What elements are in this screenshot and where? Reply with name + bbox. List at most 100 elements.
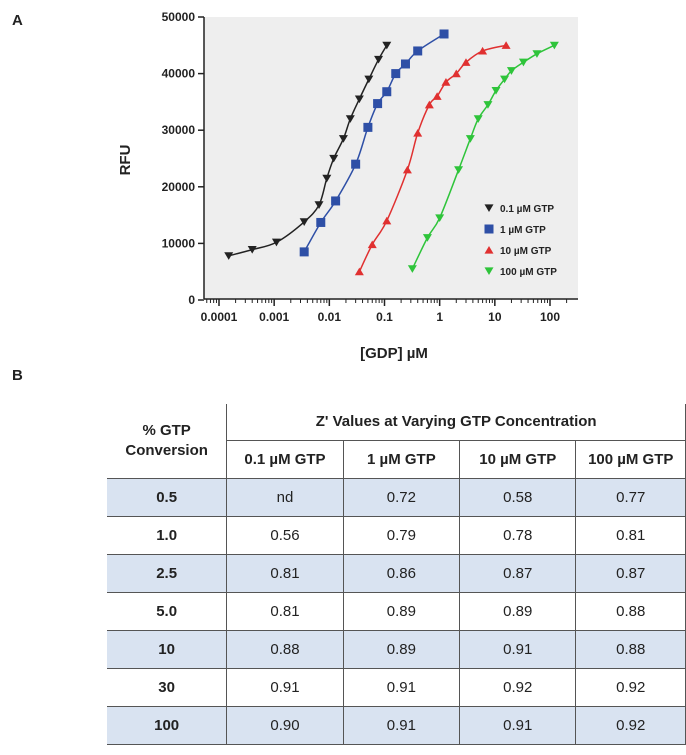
- data-point: [364, 75, 374, 84]
- table-cell: 0.88: [575, 591, 686, 631]
- data-point: [422, 234, 432, 242]
- data-point: [500, 75, 510, 84]
- row-label: 2.5: [107, 553, 228, 593]
- legend: 0.1 µM GTP 1 µM GTP 10 µM GTP 100 µM GTP: [484, 204, 557, 278]
- x-tick-label: 0.0001: [201, 310, 238, 324]
- table-cell: 0.91: [226, 667, 344, 707]
- data-point: [299, 218, 309, 226]
- x-tick-label: 0.1: [376, 310, 393, 324]
- x-tick-label: 0.01: [318, 310, 342, 324]
- data-point: [391, 69, 401, 79]
- table-cell: 0.87: [459, 553, 577, 593]
- table-cell: nd: [226, 477, 344, 517]
- table-cell: 0.89: [342, 591, 461, 631]
- table-cell: 0.58: [459, 477, 577, 517]
- x-tick-label: 1: [436, 310, 443, 324]
- data-point: [400, 59, 410, 69]
- table-cell: 0.88: [226, 629, 344, 669]
- data-point: [316, 217, 326, 227]
- z-values-table: % GTP Conversion Z' Values at Varying GT…: [107, 404, 686, 745]
- data-point: [451, 69, 461, 78]
- data-point: [345, 115, 355, 123]
- data-point: [382, 87, 392, 97]
- panel-label-b: B: [12, 367, 23, 384]
- y-axis-title: RFU: [117, 145, 134, 176]
- x-tick-label: 10: [488, 310, 502, 324]
- data-point: [532, 50, 542, 58]
- data-point: [271, 238, 281, 247]
- data-point: [367, 240, 377, 249]
- table-cell: 0.86: [342, 553, 461, 593]
- table-cell: 0.81: [226, 553, 344, 593]
- column-header: 10 µM GTP: [459, 439, 577, 479]
- table-cell: 0.89: [342, 629, 461, 669]
- legend-marker: [484, 204, 494, 213]
- data-point: [247, 246, 257, 254]
- table-row: 100 0.90 0.91 0.91 0.92: [107, 705, 686, 745]
- table-row: 2.5 0.81 0.86 0.87 0.87: [107, 553, 686, 593]
- table-row: 0.5 nd 0.72 0.58 0.77: [107, 477, 686, 517]
- data-point: [299, 247, 309, 257]
- x-axis-title: [GDP] µM: [360, 345, 428, 362]
- legend-marker: [484, 267, 494, 276]
- data-point: [454, 166, 464, 174]
- y-tick-label: 50000: [162, 10, 196, 24]
- data-point: [363, 122, 373, 132]
- data-point: [432, 92, 442, 100]
- legend-label: 1 µM GTP: [500, 225, 546, 236]
- data-point: [506, 67, 516, 75]
- table-row: 30 0.91 0.91 0.92 0.92: [107, 667, 686, 707]
- data-point: [473, 115, 483, 123]
- legend-marker: [484, 245, 494, 254]
- data-point: [373, 99, 383, 109]
- data-point: [382, 216, 392, 225]
- table-cell: 0.90: [226, 705, 344, 745]
- table-row: 1.0 0.56 0.79 0.78 0.81: [107, 515, 686, 555]
- legend-label: 100 µM GTP: [500, 267, 557, 278]
- y-tick-label: 40000: [162, 67, 196, 81]
- data-point: [441, 78, 451, 86]
- row-label: 5.0: [107, 591, 228, 631]
- data-point: [413, 128, 423, 137]
- data-point: [331, 196, 341, 206]
- x-tick-label: 100: [540, 310, 560, 324]
- row-label: 100: [107, 705, 228, 745]
- x-tick-label: 0.001: [259, 310, 289, 324]
- table-cell: 0.92: [575, 667, 686, 707]
- data-point: [478, 46, 488, 55]
- row-label: 30: [107, 667, 228, 707]
- table-cell: 0.92: [459, 667, 577, 707]
- data-point: [322, 174, 332, 183]
- row-label: 10: [107, 629, 228, 669]
- data-point: [483, 101, 493, 109]
- panel-label-a: A: [12, 12, 23, 29]
- row-header-corner: % GTP Conversion: [107, 404, 228, 479]
- data-point: [461, 58, 471, 66]
- data-point: [329, 154, 339, 163]
- data-point: [402, 165, 412, 174]
- table-cell: 0.92: [575, 705, 686, 745]
- table-cell: 0.89: [459, 591, 577, 631]
- y-tick-label: 20000: [162, 180, 196, 194]
- data-point: [518, 58, 528, 67]
- row-label: 1.0: [107, 515, 228, 555]
- table-cell: 0.91: [459, 629, 577, 669]
- data-point: [435, 214, 445, 222]
- table-cell: 0.88: [575, 629, 686, 669]
- y-tick-label: 0: [188, 293, 195, 307]
- y-tick-label: 10000: [162, 236, 196, 250]
- data-point: [413, 46, 423, 56]
- table-cell: 0.81: [226, 591, 344, 631]
- column-header: 1 µM GTP: [342, 439, 461, 479]
- table-cell: 0.91: [459, 705, 577, 745]
- table-cell: 0.87: [575, 553, 686, 593]
- legend-label: 0.1 µM GTP: [500, 204, 554, 215]
- data-point: [549, 41, 559, 50]
- data-point: [501, 41, 511, 49]
- table-cell: 0.91: [342, 705, 461, 745]
- table-cell: 0.79: [342, 515, 461, 555]
- row-label: 0.5: [107, 477, 228, 517]
- data-markers: [224, 29, 559, 276]
- table-cell: 0.56: [226, 515, 344, 555]
- table-cell: 0.91: [342, 667, 461, 707]
